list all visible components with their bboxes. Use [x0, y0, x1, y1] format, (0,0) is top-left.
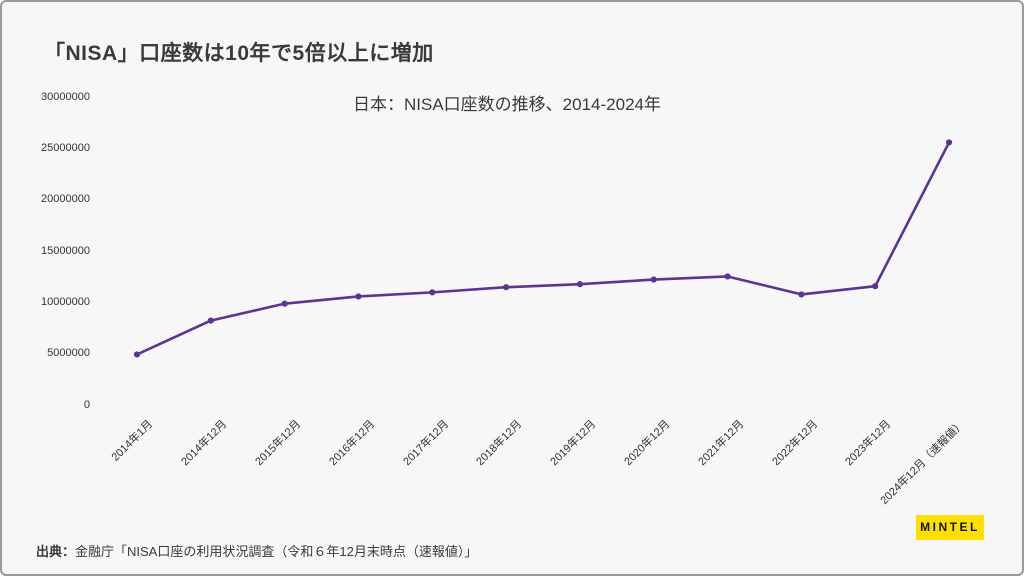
y-tick-label: 10000000 [41, 296, 90, 309]
chart-title: 日本：NISA口座数の推移、2014-2024年 [353, 95, 661, 114]
source-text: 金融庁「NISA口座の利用状況調査（令和６年12月末時点（速報値）」 [75, 544, 478, 559]
data-point [207, 317, 214, 324]
data-point [872, 283, 879, 290]
y-tick-label: 15000000 [41, 244, 90, 257]
data-point [133, 351, 141, 358]
data-point [945, 139, 953, 146]
data-point [429, 289, 436, 296]
data-point [281, 300, 288, 307]
y-tick-label: 30000000 [41, 90, 90, 103]
y-tick-label: 20000000 [41, 193, 90, 206]
y-tick-label: 25000000 [41, 142, 90, 155]
y-tick-label: 5000000 [47, 347, 90, 360]
page-title: 「NISA」口座数は10年で5倍以上に増加 [44, 42, 434, 65]
series-line [135, 141, 951, 356]
source-note: 出典：金融庁「NISA口座の利用状況調査（令和６年12月末時点（速報値）」 [36, 541, 477, 560]
data-point [503, 284, 510, 291]
source-label: 出典： [36, 544, 76, 559]
data-point [576, 281, 584, 288]
data-point [724, 273, 731, 280]
data-point [798, 291, 805, 298]
mintel-logo: MINTEL [916, 515, 984, 540]
data-point [650, 276, 657, 283]
data-point [355, 293, 362, 300]
y-tick-label: 0 [83, 398, 90, 411]
